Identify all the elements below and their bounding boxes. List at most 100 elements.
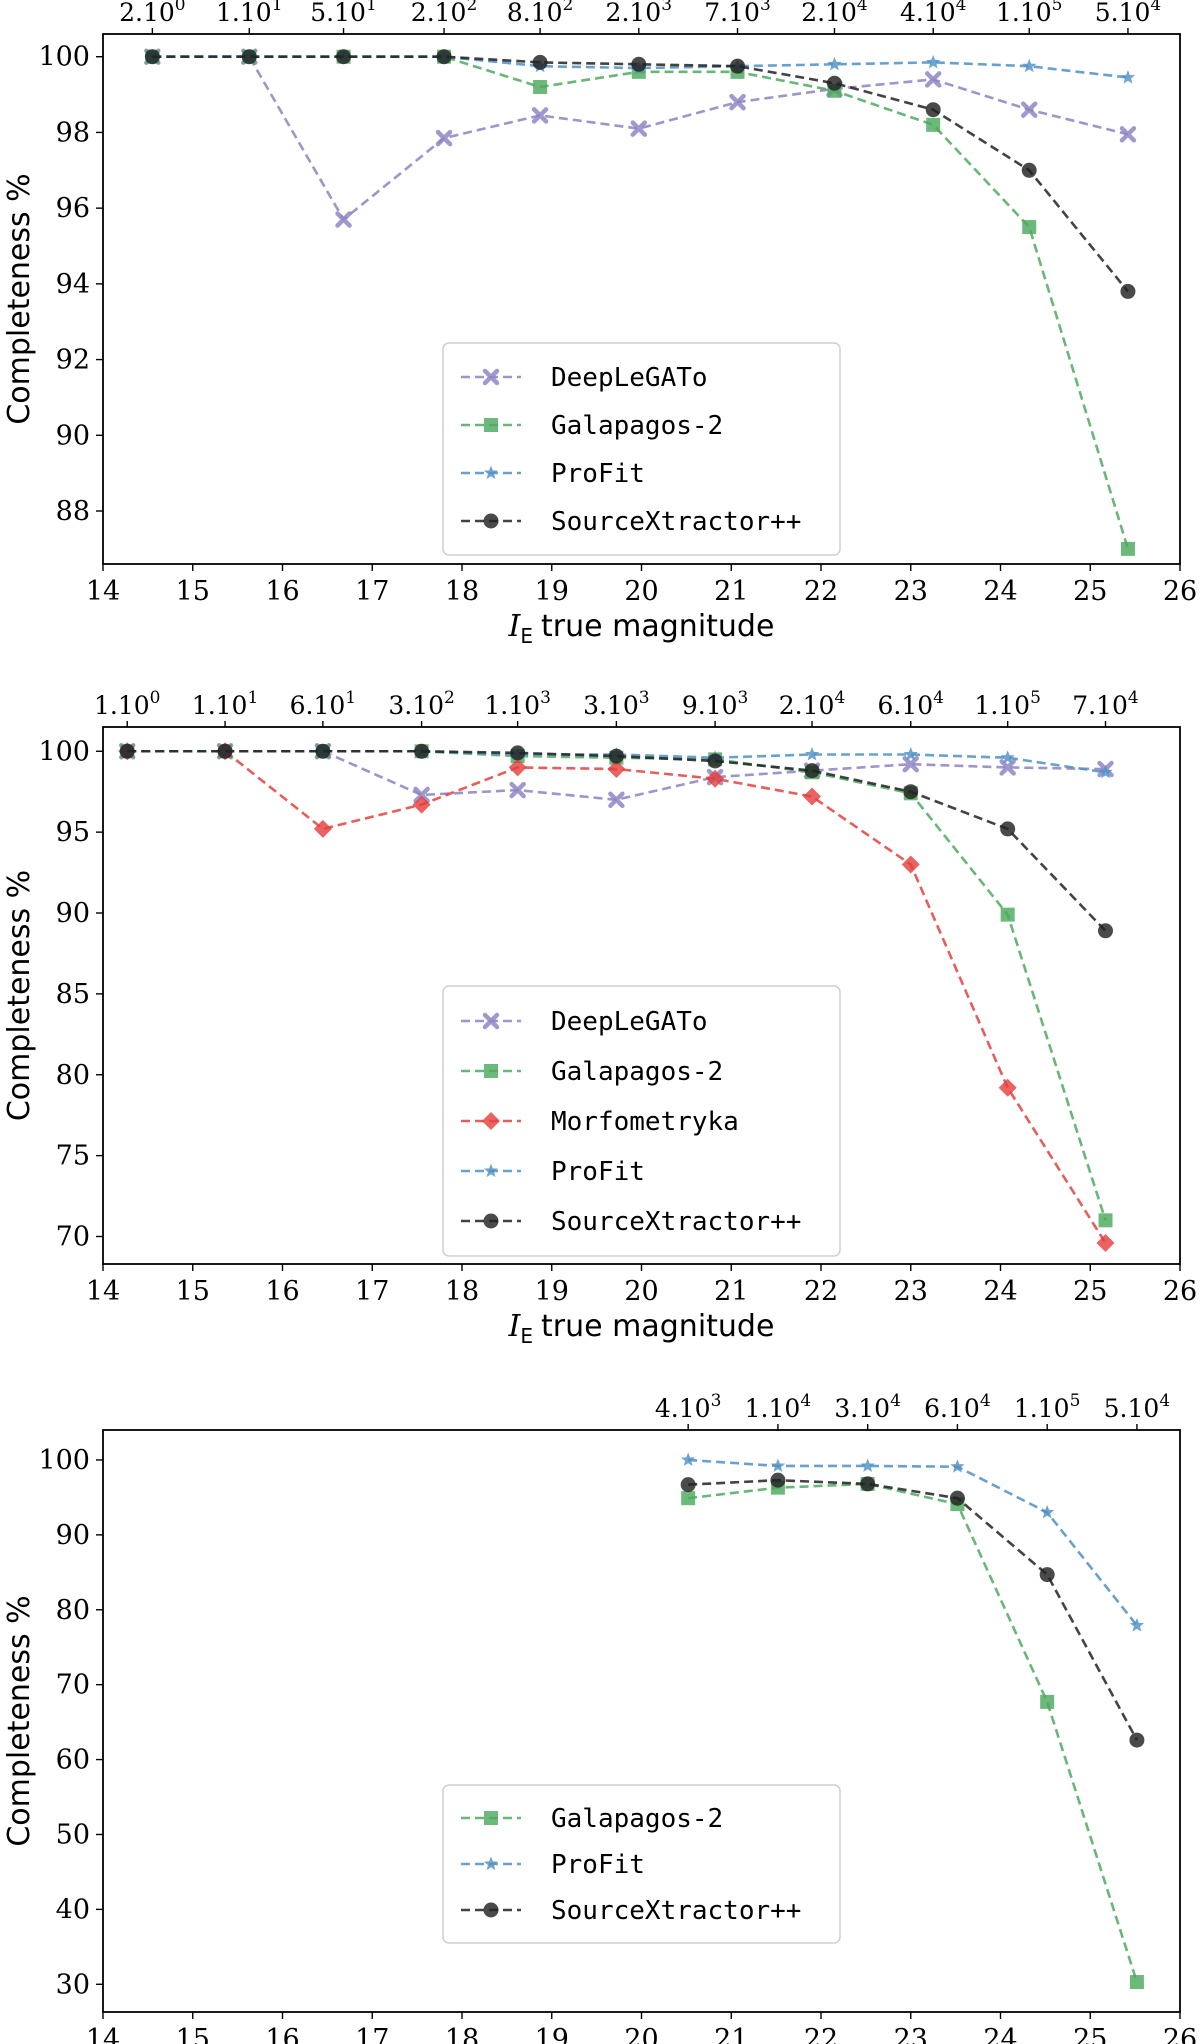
x-tick-label: 15 bbox=[176, 576, 210, 607]
y-tick-label: 75 bbox=[56, 1141, 90, 1172]
data-point bbox=[532, 54, 548, 70]
top-count-base: 2.10 bbox=[606, 0, 662, 27]
x-tick-label: 16 bbox=[265, 576, 299, 607]
legend-label: SourceXtractor++ bbox=[551, 1207, 801, 1237]
data-point bbox=[1000, 750, 1015, 764]
x-tick-label: 20 bbox=[624, 576, 658, 607]
x-tick-label: 24 bbox=[983, 2024, 1017, 2044]
data-point bbox=[1020, 101, 1038, 118]
x-tick-label: 18 bbox=[445, 1276, 479, 1307]
legend-marker bbox=[483, 465, 499, 480]
top-count-label: 4.104 bbox=[900, 0, 967, 27]
data-point bbox=[1040, 1694, 1055, 1709]
data-point bbox=[607, 760, 626, 779]
x-tick-label: 25 bbox=[1073, 2024, 1107, 2044]
y-axis-label: Completeness % bbox=[2, 173, 37, 424]
top-count-label: 2.100 bbox=[119, 0, 186, 27]
y-tick-label: 96 bbox=[56, 193, 90, 224]
data-point bbox=[860, 1458, 875, 1473]
data-point bbox=[730, 58, 746, 74]
y-axis-label: Completeness % bbox=[2, 870, 37, 1121]
x-tick-label: 14 bbox=[86, 2024, 120, 2044]
x-axis-symbol: I bbox=[508, 609, 522, 644]
top-count-base: 4.10 bbox=[900, 0, 956, 27]
top-count-label: 2.104 bbox=[779, 688, 846, 720]
x-tick-label: 14 bbox=[86, 576, 120, 607]
top-count-base: 1.10 bbox=[216, 0, 272, 27]
data-point bbox=[1021, 162, 1037, 178]
top-count-exponent: 1 bbox=[366, 0, 377, 15]
top-count-exponent: 4 bbox=[890, 1391, 901, 1411]
data-point bbox=[1098, 1213, 1113, 1228]
legend-box bbox=[442, 985, 841, 1257]
top-count-label: 1.100 bbox=[94, 688, 161, 720]
data-point bbox=[804, 763, 820, 779]
legend-label: SourceXtractor++ bbox=[551, 1896, 801, 1926]
top-count-exponent: 4 bbox=[857, 0, 868, 15]
data-point bbox=[435, 129, 453, 147]
legend-item: ProFit bbox=[461, 1850, 645, 1880]
legend-label: Morfometryka bbox=[551, 1107, 739, 1137]
x-tick-label: 19 bbox=[535, 1276, 569, 1307]
y-tick-label: 80 bbox=[56, 1060, 90, 1091]
data-point bbox=[508, 758, 527, 777]
legend: DeepLeGATo Galapagos-2 ProFit SourceXtracto… bbox=[442, 342, 841, 556]
legend-marker bbox=[482, 1112, 500, 1130]
top-count-label: 3.102 bbox=[388, 688, 455, 720]
x-tick-label: 17 bbox=[355, 576, 389, 607]
top-count-label: 7.104 bbox=[1072, 688, 1139, 720]
legend-item: SourceXtractor++ bbox=[461, 507, 801, 537]
data-point bbox=[1039, 1567, 1055, 1583]
series-sourcextractor- bbox=[144, 49, 1136, 299]
legend-label: Galapagos-2 bbox=[551, 1804, 723, 1834]
data-point bbox=[608, 748, 624, 764]
x-axis-label: IE true magnitude bbox=[508, 1309, 775, 1348]
legend-marker bbox=[483, 1856, 499, 1871]
y-tick-label: 100 bbox=[38, 736, 90, 767]
top-count-base: 5.10 bbox=[1095, 0, 1151, 27]
x-tick-label: 15 bbox=[176, 2024, 210, 2044]
top-count-label: 1.101 bbox=[216, 0, 282, 27]
data-point bbox=[1120, 283, 1136, 299]
x-tick-label: 26 bbox=[1163, 576, 1197, 607]
x-tick-label: 26 bbox=[1163, 2024, 1197, 2044]
top-count-base: 7.10 bbox=[1072, 691, 1128, 720]
top-count-label: 5.104 bbox=[1104, 1391, 1171, 1423]
top-count-label: 8.102 bbox=[507, 0, 574, 27]
data-point bbox=[531, 107, 549, 124]
x-tick-label: 25 bbox=[1073, 1276, 1107, 1307]
data-point bbox=[1098, 764, 1113, 779]
top-count-base: 1.10 bbox=[94, 691, 150, 720]
top-count-exponent: 1 bbox=[247, 688, 258, 708]
y-tick-label: 50 bbox=[56, 1819, 90, 1850]
x-tick-label: 22 bbox=[804, 2024, 838, 2044]
top-count-exponent: 3 bbox=[540, 688, 551, 708]
legend-label: Galapagos-2 bbox=[551, 411, 723, 441]
legend-label: SourceXtractor++ bbox=[551, 507, 801, 537]
series-line bbox=[127, 749, 1107, 932]
chart-panel-1: 14 15 16 17 18 19 20 21 22 23 24 25 2688909294969810… bbox=[2, 0, 1197, 648]
legend-item: Galapagos-2 bbox=[461, 1804, 723, 1834]
top-count-label: 6.104 bbox=[924, 1391, 991, 1423]
data-point bbox=[1129, 1618, 1145, 1632]
y-tick-label: 70 bbox=[56, 1670, 90, 1701]
top-count-base: 1.10 bbox=[1014, 1394, 1070, 1423]
top-count-label: 4.103 bbox=[655, 1391, 722, 1423]
legend-item: ProFit bbox=[461, 1157, 645, 1187]
legend-item: Galapagos-2 bbox=[461, 1057, 723, 1087]
y-tick-label: 100 bbox=[38, 42, 90, 73]
data-point bbox=[1096, 1233, 1115, 1252]
legend-marker bbox=[483, 1163, 499, 1178]
y-tick-label: 88 bbox=[56, 496, 90, 527]
data-point bbox=[630, 120, 648, 137]
y-axis-label: Completeness % bbox=[2, 1595, 37, 1846]
data-point bbox=[707, 753, 723, 769]
legend-label: ProFit bbox=[551, 459, 645, 489]
data-point bbox=[336, 49, 352, 65]
legend-label: DeepLeGATo bbox=[551, 1007, 708, 1037]
top-count-label: 5.104 bbox=[1095, 0, 1162, 27]
data-point bbox=[925, 102, 941, 118]
x-tick-label: 20 bbox=[624, 2024, 658, 2044]
data-point bbox=[241, 49, 257, 65]
